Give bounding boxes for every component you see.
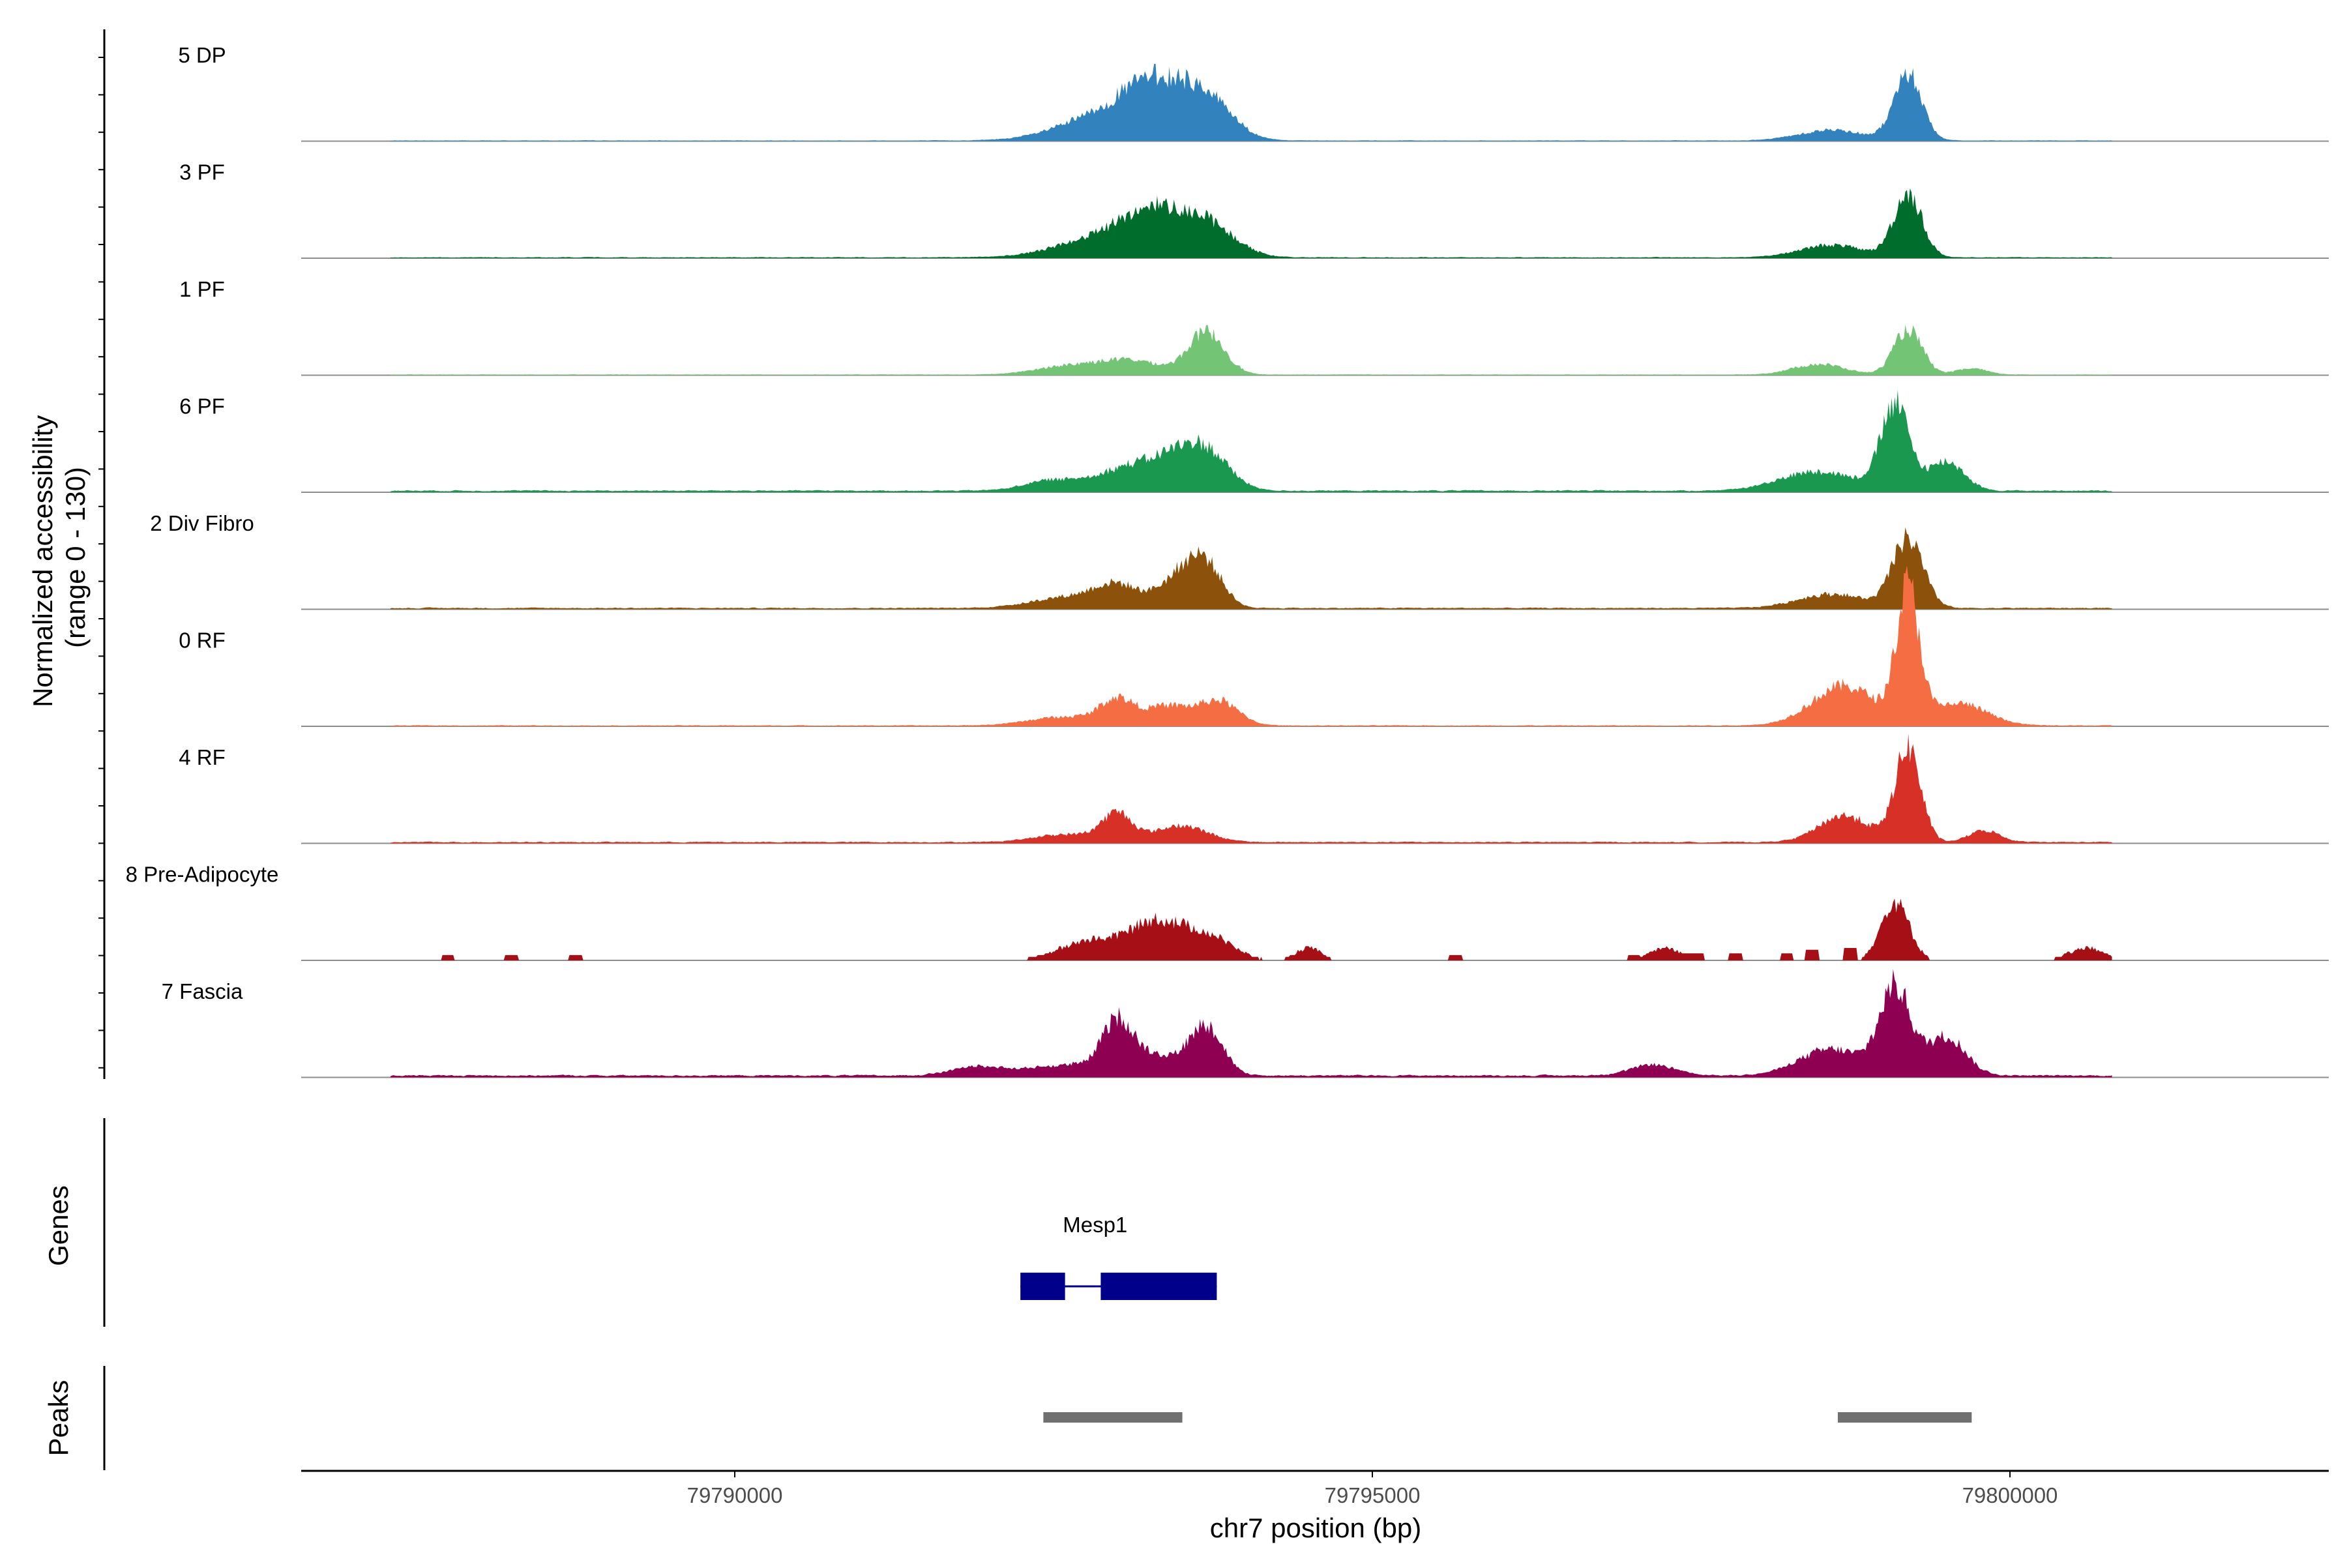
y-axis-title: Normalized accessibility (range 0 - 130) (27, 407, 91, 707)
x-tick-label: 79790000 (687, 1483, 783, 1507)
x-axis-layer: 79790000 79795000 79800000 (301, 1470, 2329, 1507)
track-label: 4 RF (179, 745, 226, 769)
track-label: 1 PF (179, 277, 225, 301)
peak-bar (1043, 1412, 1183, 1423)
track-area (390, 969, 2112, 1078)
track-3-pf: 3 PF (179, 160, 2329, 259)
track-label: 8 Pre-Adipocyte (126, 863, 279, 887)
track-label: 7 Fascia (162, 979, 243, 1003)
track-area (390, 527, 2112, 610)
genes-layer: Mesp1 (1020, 1213, 1217, 1300)
gene-mesp1: Mesp1 (1020, 1213, 1217, 1300)
track-5-dp: 5 DP (178, 43, 2329, 142)
track-area (390, 63, 2112, 141)
track-label: 0 RF (179, 629, 226, 653)
track-8-pre-adipocyte: 8 Pre-Adipocyte (126, 863, 2329, 961)
x-axis-title: chr7 position (bp) (1210, 1513, 1422, 1543)
gene-label: Mesp1 (1063, 1213, 1127, 1237)
axes-layer (98, 29, 106, 1470)
tracks-layer: 5 DP 3 PF 1 PF 6 PF 2 Div Fibro 0 RF 4 RF 8 Pre… (126, 43, 2329, 1078)
gene-exon (1020, 1273, 1065, 1300)
track-label: 2 Div Fibro (150, 511, 254, 535)
track-area (390, 733, 2112, 844)
y-axis-title-line2: (range 0 - 130) (60, 467, 91, 648)
track-area (390, 188, 2112, 258)
track-6-pf: 6 PF (179, 389, 2329, 493)
genes-panel-title: Genes (43, 1185, 74, 1266)
track-label: 3 PF (179, 160, 225, 185)
track-7-fascia: 7 Fascia (162, 969, 2329, 1078)
y-axis-title-line1: Normalized accessibility (27, 415, 58, 707)
peaks-layer (1043, 1412, 1972, 1423)
x-tick-label: 79800000 (1962, 1483, 2058, 1507)
x-tick-label: 79795000 (1325, 1483, 1421, 1507)
track-area (390, 324, 2112, 376)
track-area (390, 389, 2112, 492)
gene-exon (1100, 1273, 1217, 1300)
track-4-rf: 4 RF (179, 733, 2329, 844)
track-0-rf: 0 RF (179, 565, 2329, 727)
track-2-div-fibro: 2 Div Fibro (150, 511, 2329, 610)
track-area (390, 565, 2112, 726)
peaks-panel-title: Peaks (43, 1380, 74, 1457)
track-1-pf: 1 PF (179, 277, 2329, 376)
track-label: 5 DP (178, 43, 226, 67)
track-area (390, 898, 2112, 960)
peak-bar (1837, 1412, 1972, 1423)
track-label: 6 PF (179, 394, 225, 419)
